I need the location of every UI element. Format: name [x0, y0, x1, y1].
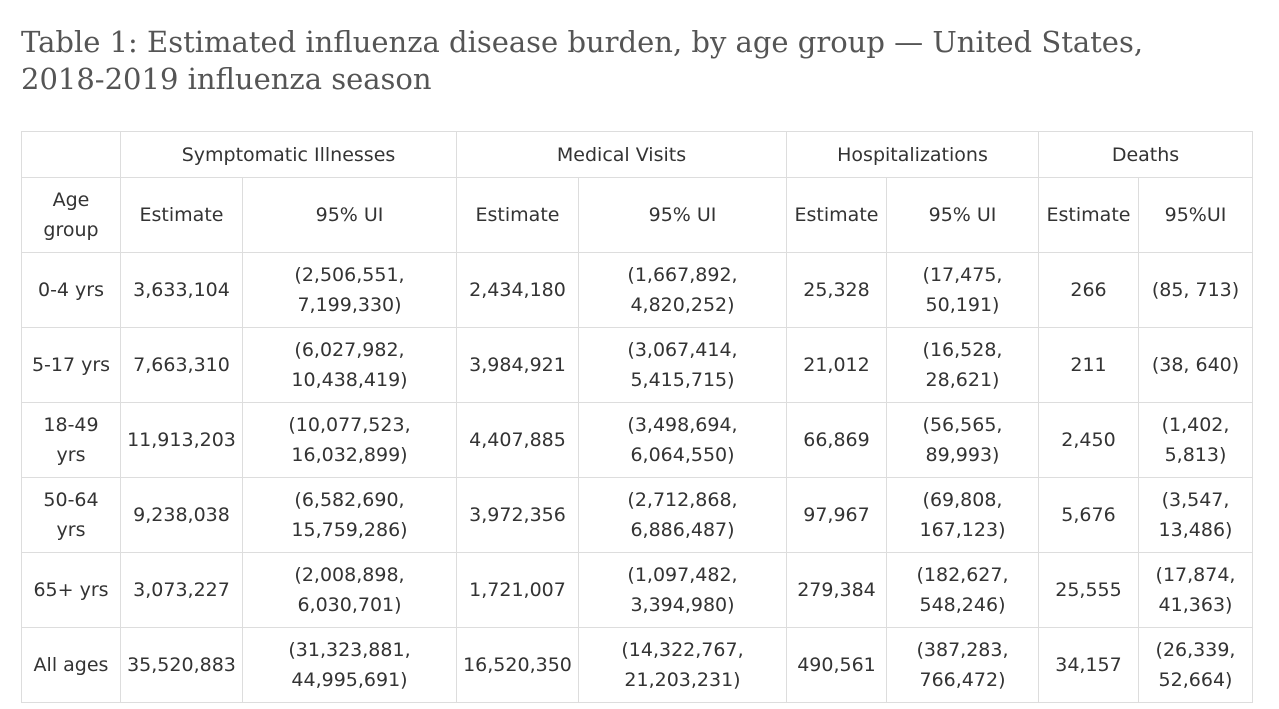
hosp-ui-cell: (16,528, 28,621) [886, 327, 1039, 403]
header-deaths-estimate: Estimate [1038, 177, 1139, 253]
group-header-symptomatic-illnesses: Symptomatic Illnesses [120, 131, 457, 178]
hosp-ui-cell: (69,808, 167,123) [886, 477, 1039, 553]
column-header-row: Age group Estimate 95% UI Estimate 95% U… [21, 177, 1254, 253]
illness-estimate-cell: 11,913,203 [120, 402, 243, 478]
age-group-cell: 0-4 yrs [21, 252, 121, 328]
illness-ui-cell: (10,077,523, 16,032,899) [242, 402, 457, 478]
header-hosp-estimate: Estimate [786, 177, 887, 253]
visits-estimate-cell: 3,984,921 [456, 327, 579, 403]
visits-estimate-cell: 3,972,356 [456, 477, 579, 553]
deaths-estimate-cell: 34,157 [1038, 627, 1139, 703]
illness-estimate-cell: 35,520,883 [120, 627, 243, 703]
header-visits-estimate: Estimate [456, 177, 579, 253]
table-row: All ages 35,520,883 (31,323,881, 44,995,… [21, 627, 1254, 703]
age-group-cell: 5-17 yrs [21, 327, 121, 403]
hosp-estimate-cell: 25,328 [786, 252, 887, 328]
hosp-ui-cell: (17,475, 50,191) [886, 252, 1039, 328]
header-age-group: Age group [21, 177, 121, 253]
visits-ui-cell: (1,667,892, 4,820,252) [578, 252, 787, 328]
empty-corner-cell [21, 131, 121, 178]
header-hosp-ui: 95% UI [886, 177, 1039, 253]
hosp-estimate-cell: 490,561 [786, 627, 887, 703]
illness-estimate-cell: 7,663,310 [120, 327, 243, 403]
age-group-cell: 18-49 yrs [21, 402, 121, 478]
age-group-cell: 65+ yrs [21, 552, 121, 628]
hosp-estimate-cell: 279,384 [786, 552, 887, 628]
deaths-ui-cell: (26,339, 52,664) [1137, 627, 1254, 703]
deaths-ui-cell: (17,874, 41,363) [1137, 552, 1254, 628]
deaths-ui-cell: (85, 713) [1137, 252, 1254, 328]
hosp-ui-cell: (387,283, 766,472) [886, 627, 1039, 703]
visits-estimate-cell: 4,407,885 [456, 402, 579, 478]
visits-estimate-cell: 2,434,180 [456, 252, 579, 328]
table-row: 18-49 yrs 11,913,203 (10,077,523, 16,032… [21, 402, 1254, 478]
table-row: 50-64 yrs 9,238,038 (6,582,690, 15,759,2… [21, 477, 1254, 553]
deaths-estimate-cell: 266 [1038, 252, 1139, 328]
hosp-ui-cell: (182,627, 548,246) [886, 552, 1039, 628]
hosp-estimate-cell: 21,012 [786, 327, 887, 403]
deaths-ui-cell: (1,402, 5,813) [1137, 402, 1254, 478]
table-title: Table 1: Estimated influenza disease bur… [21, 25, 1144, 96]
deaths-estimate-cell: 2,450 [1038, 402, 1139, 478]
visits-estimate-cell: 1,721,007 [456, 552, 579, 628]
deaths-ui-cell: (38, 640) [1137, 327, 1254, 403]
visits-ui-cell: (3,067,414, 5,415,715) [578, 327, 787, 403]
deaths-estimate-cell: 211 [1038, 327, 1139, 403]
visits-estimate-cell: 16,520,350 [456, 627, 579, 703]
hosp-estimate-cell: 66,869 [786, 402, 887, 478]
illness-ui-cell: (6,027,982, 10,438,419) [242, 327, 457, 403]
header-deaths-ui: 95%UI [1137, 177, 1254, 253]
group-header-row: Symptomatic Illnesses Medical Visits Hos… [21, 131, 1254, 178]
table-row: 65+ yrs 3,073,227 (2,008,898, 6,030,701)… [21, 552, 1254, 628]
age-group-cell: 50-64 yrs [21, 477, 121, 553]
table-row: 5-17 yrs 7,663,310 (6,027,982, 10,438,41… [21, 327, 1254, 403]
influenza-burden-table: Symptomatic Illnesses Medical Visits Hos… [21, 131, 1254, 703]
group-header-medical-visits: Medical Visits [456, 131, 787, 178]
header-illness-ui: 95% UI [242, 177, 457, 253]
illness-estimate-cell: 3,073,227 [120, 552, 243, 628]
illness-ui-cell: (2,008,898, 6,030,701) [242, 552, 457, 628]
group-header-deaths: Deaths [1037, 131, 1254, 178]
illness-ui-cell: (2,506,551, 7,199,330) [242, 252, 457, 328]
age-group-cell: All ages [21, 627, 121, 703]
deaths-estimate-cell: 5,676 [1038, 477, 1139, 553]
visits-ui-cell: (2,712,868, 6,886,487) [578, 477, 787, 553]
header-illness-estimate: Estimate [120, 177, 243, 253]
visits-ui-cell: (3,498,694, 6,064,550) [578, 402, 787, 478]
deaths-estimate-cell: 25,555 [1038, 552, 1139, 628]
table-row: 0-4 yrs 3,633,104 (2,506,551, 7,199,330)… [21, 252, 1254, 328]
visits-ui-cell: (1,097,482, 3,394,980) [578, 552, 787, 628]
group-header-hospitalizations: Hospitalizations [786, 131, 1039, 178]
header-visits-ui: 95% UI [578, 177, 787, 253]
illness-ui-cell: (31,323,881, 44,995,691) [242, 627, 457, 703]
visits-ui-cell: (14,322,767, 21,203,231) [578, 627, 787, 703]
illness-ui-cell: (6,582,690, 15,759,286) [242, 477, 457, 553]
hosp-estimate-cell: 97,967 [786, 477, 887, 553]
illness-estimate-cell: 9,238,038 [120, 477, 243, 553]
deaths-ui-cell: (3,547, 13,486) [1137, 477, 1254, 553]
hosp-ui-cell: (56,565, 89,993) [886, 402, 1039, 478]
illness-estimate-cell: 3,633,104 [120, 252, 243, 328]
